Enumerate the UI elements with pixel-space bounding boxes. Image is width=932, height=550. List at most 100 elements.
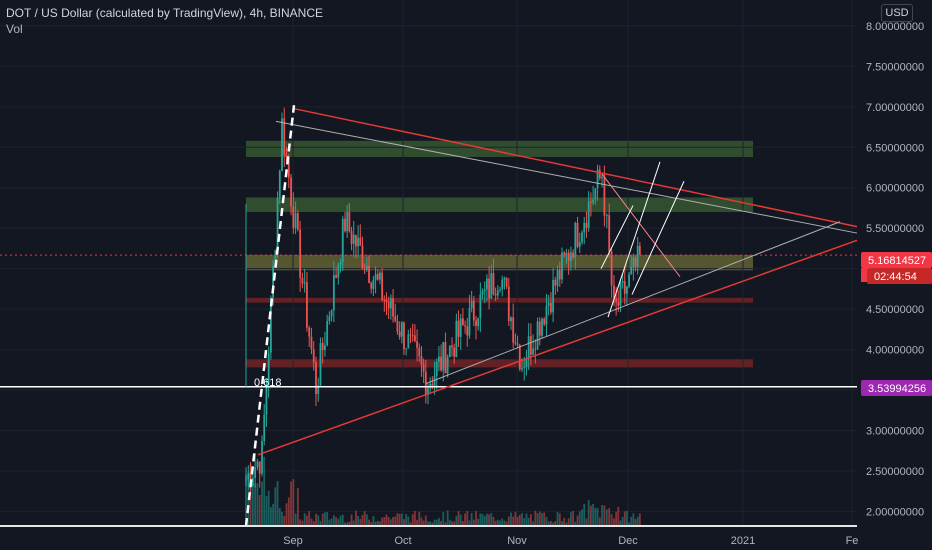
volume-bar xyxy=(328,519,331,525)
volume-bar xyxy=(488,514,490,525)
candle-body xyxy=(326,321,329,346)
time-tick-label: 2021 xyxy=(731,535,755,547)
volume-bar xyxy=(321,513,324,525)
candle-body xyxy=(418,347,421,357)
volume-bar xyxy=(442,512,445,525)
candle-body xyxy=(558,270,561,280)
supply-demand-zones xyxy=(246,140,753,368)
candle-body xyxy=(267,352,270,385)
trend-lines[interactable] xyxy=(0,105,858,527)
candle-body xyxy=(610,251,613,286)
volume-bar xyxy=(615,511,618,525)
candle-body xyxy=(541,318,543,336)
candle-body xyxy=(392,297,394,317)
candle-body xyxy=(292,206,295,229)
candle-body xyxy=(427,388,429,396)
candle-body xyxy=(413,335,416,342)
candle-body xyxy=(254,467,257,478)
candle-body xyxy=(547,302,550,306)
candle-body xyxy=(514,342,517,344)
candle-body xyxy=(488,278,490,299)
time-tick-label: Oct xyxy=(394,535,411,547)
candle-body xyxy=(617,302,620,306)
volume-bar xyxy=(405,513,408,525)
volume-bar xyxy=(453,521,456,525)
volume-bar xyxy=(549,520,552,525)
candle-body xyxy=(420,356,423,365)
volume-bar xyxy=(416,519,418,525)
volume-bar xyxy=(296,488,299,525)
candle-body xyxy=(574,222,577,258)
volume-bar xyxy=(598,517,601,525)
fib-price-value: 3.53994256 xyxy=(868,383,926,395)
candle-body xyxy=(442,341,445,371)
volume-bar xyxy=(572,510,575,525)
candle-body xyxy=(615,298,618,303)
candle-body xyxy=(492,273,495,294)
candle-body xyxy=(459,318,462,337)
candle-body xyxy=(505,277,508,287)
candle-body xyxy=(435,361,438,376)
candle-body xyxy=(381,272,384,300)
volume-bar xyxy=(287,497,290,525)
time-axis[interactable]: Sep Oct Nov Dec 2021 Fe xyxy=(0,525,932,550)
candle-body xyxy=(567,252,570,261)
volume-bar xyxy=(558,513,561,525)
candle-body xyxy=(578,242,581,247)
candle-body xyxy=(387,301,390,309)
volume-bar xyxy=(567,518,570,525)
price-tick-label: 7.00000000 xyxy=(866,102,924,114)
volume-bar xyxy=(554,521,557,525)
volume-bar xyxy=(269,506,272,525)
candle-body xyxy=(265,384,268,415)
candle-body xyxy=(608,215,611,252)
last-price-value: 5.16814527 xyxy=(868,255,926,267)
candle-body xyxy=(261,440,263,474)
volume-bar xyxy=(344,522,346,525)
candle-body xyxy=(269,297,272,353)
candle-body xyxy=(598,169,601,179)
volume-bar xyxy=(587,500,590,525)
candle-body xyxy=(256,461,259,468)
time-axis-bg xyxy=(0,526,932,550)
candle-body xyxy=(247,473,250,480)
volume-bar xyxy=(446,510,449,525)
candle-body xyxy=(411,335,414,337)
candle-body xyxy=(319,343,322,386)
volume-bar xyxy=(514,511,517,525)
volume-bar xyxy=(444,522,447,525)
volume-bar xyxy=(303,513,306,525)
volume-bar xyxy=(317,515,320,525)
volume-bar xyxy=(448,519,451,525)
volume-bar xyxy=(538,511,541,525)
price-tick-label: 2.00000000 xyxy=(866,506,924,518)
candle-body xyxy=(294,213,297,229)
candles xyxy=(245,107,641,494)
volume-bar xyxy=(499,520,501,525)
candle-body xyxy=(523,367,526,369)
candle-body xyxy=(490,273,493,299)
candle-body xyxy=(315,362,317,394)
fib-annotation: 0.618 xyxy=(254,377,282,389)
candle-body xyxy=(398,331,401,337)
volume-bar xyxy=(365,514,368,525)
price-tick-label: 6.50000000 xyxy=(866,142,924,154)
candle-body xyxy=(589,201,592,203)
volume-bar xyxy=(529,514,532,525)
candle-body xyxy=(306,282,308,328)
candle-body xyxy=(605,215,608,217)
volume-bar xyxy=(435,519,438,525)
candle-body xyxy=(576,222,579,247)
volume-bar xyxy=(310,518,313,525)
time-tick-label: Nov xyxy=(507,535,527,547)
volume-bar xyxy=(543,512,546,525)
volume-bar xyxy=(576,515,579,525)
candle-body xyxy=(440,356,442,371)
currency-button[interactable]: USD xyxy=(881,4,913,22)
volume-bar xyxy=(617,506,620,525)
candle-body xyxy=(416,341,418,348)
volume-bar xyxy=(503,520,506,525)
candle-body xyxy=(549,302,552,313)
volume-bar xyxy=(256,483,259,525)
